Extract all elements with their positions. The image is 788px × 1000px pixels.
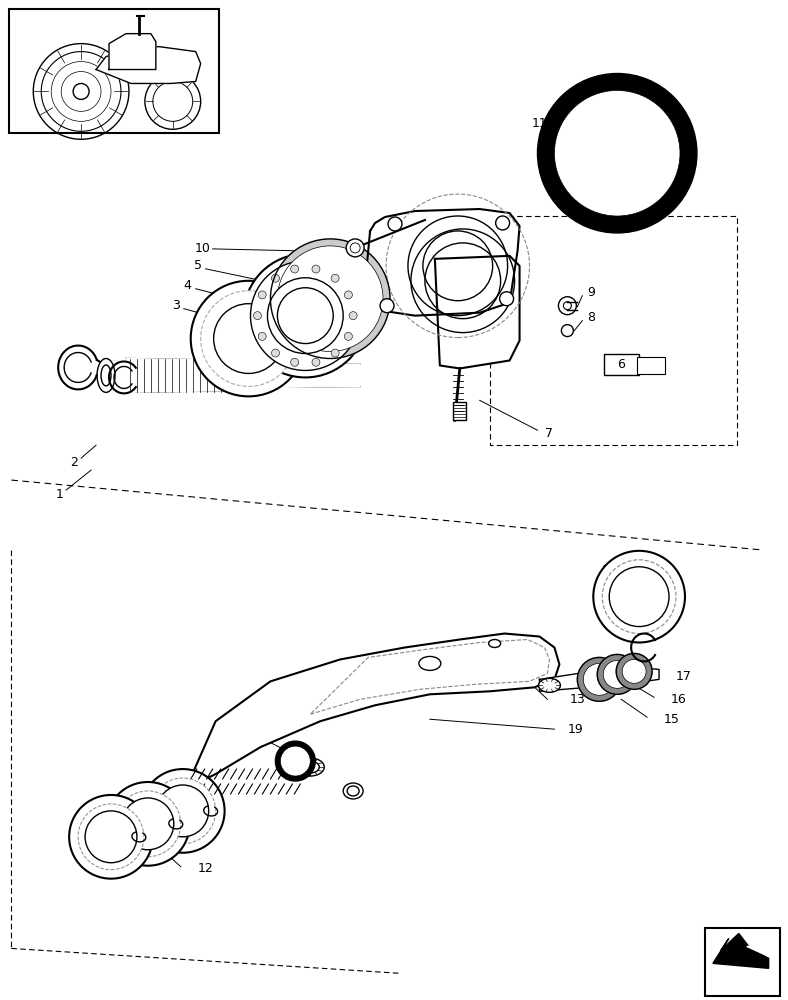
Circle shape: [243, 254, 367, 377]
Circle shape: [122, 798, 174, 850]
Text: 16: 16: [671, 693, 687, 706]
Polygon shape: [435, 256, 519, 368]
Ellipse shape: [419, 656, 440, 670]
Text: 6: 6: [647, 359, 655, 372]
Text: 8: 8: [587, 311, 595, 324]
Text: 4: 4: [184, 279, 191, 292]
Circle shape: [312, 265, 320, 273]
Circle shape: [346, 239, 364, 257]
Circle shape: [106, 782, 190, 866]
Text: 1: 1: [55, 488, 63, 501]
Circle shape: [201, 291, 296, 386]
Circle shape: [150, 778, 216, 844]
Bar: [453, 402, 466, 420]
Circle shape: [254, 312, 262, 320]
Ellipse shape: [489, 640, 500, 647]
Circle shape: [380, 299, 394, 313]
Text: 7: 7: [545, 427, 553, 440]
Ellipse shape: [348, 786, 359, 796]
Polygon shape: [186, 634, 559, 789]
Text: 18: 18: [601, 564, 617, 577]
Ellipse shape: [101, 365, 111, 386]
Circle shape: [555, 90, 680, 216]
Circle shape: [561, 325, 574, 337]
Text: 11: 11: [532, 117, 548, 130]
Circle shape: [251, 261, 360, 370]
Ellipse shape: [538, 678, 560, 692]
Ellipse shape: [296, 758, 324, 776]
Circle shape: [623, 659, 646, 683]
Polygon shape: [310, 640, 549, 714]
Circle shape: [331, 349, 339, 357]
Circle shape: [214, 304, 284, 373]
Circle shape: [388, 217, 402, 231]
Circle shape: [277, 288, 333, 344]
Circle shape: [593, 551, 685, 642]
Bar: [604, 354, 639, 375]
Circle shape: [602, 560, 676, 634]
Text: 2: 2: [70, 456, 78, 469]
Polygon shape: [96, 47, 201, 83]
Ellipse shape: [344, 783, 363, 799]
Circle shape: [258, 332, 266, 340]
Circle shape: [78, 804, 144, 870]
Text: 17: 17: [676, 670, 692, 683]
Text: 13: 13: [570, 693, 585, 706]
Circle shape: [272, 349, 280, 357]
Circle shape: [500, 292, 514, 306]
Text: 5: 5: [194, 259, 202, 272]
Circle shape: [344, 291, 352, 299]
Circle shape: [277, 246, 383, 352]
Circle shape: [69, 795, 153, 879]
Polygon shape: [109, 34, 156, 70]
Text: 6: 6: [617, 358, 625, 371]
Text: 9: 9: [587, 286, 595, 299]
Circle shape: [281, 746, 310, 776]
Polygon shape: [713, 933, 768, 968]
Polygon shape: [747, 946, 768, 956]
Text: 10: 10: [195, 242, 210, 255]
Circle shape: [267, 278, 344, 354]
Circle shape: [73, 83, 89, 99]
Text: 3: 3: [172, 299, 180, 312]
Circle shape: [272, 274, 280, 282]
Circle shape: [191, 281, 307, 396]
Circle shape: [258, 291, 266, 299]
Circle shape: [604, 660, 631, 688]
Ellipse shape: [301, 761, 319, 773]
Circle shape: [141, 769, 225, 853]
Circle shape: [496, 216, 510, 230]
Bar: [637, 357, 665, 374]
Polygon shape: [540, 666, 659, 691]
Circle shape: [344, 332, 352, 340]
Text: 15: 15: [664, 713, 680, 726]
Polygon shape: [126, 359, 240, 392]
Polygon shape: [106, 361, 360, 389]
Text: 12: 12: [198, 862, 214, 875]
Circle shape: [331, 274, 339, 282]
Circle shape: [583, 663, 615, 695]
Bar: [705, 928, 779, 996]
Circle shape: [312, 358, 320, 366]
Circle shape: [115, 791, 180, 857]
Circle shape: [157, 785, 209, 837]
Bar: [9, 9, 218, 133]
Polygon shape: [367, 209, 519, 316]
Circle shape: [85, 811, 137, 863]
Circle shape: [349, 312, 357, 320]
Text: 14: 14: [231, 725, 247, 738]
Circle shape: [291, 265, 299, 273]
Text: 19: 19: [567, 723, 583, 736]
Ellipse shape: [97, 359, 115, 392]
Circle shape: [559, 297, 576, 315]
Circle shape: [609, 567, 669, 627]
Circle shape: [291, 358, 299, 366]
